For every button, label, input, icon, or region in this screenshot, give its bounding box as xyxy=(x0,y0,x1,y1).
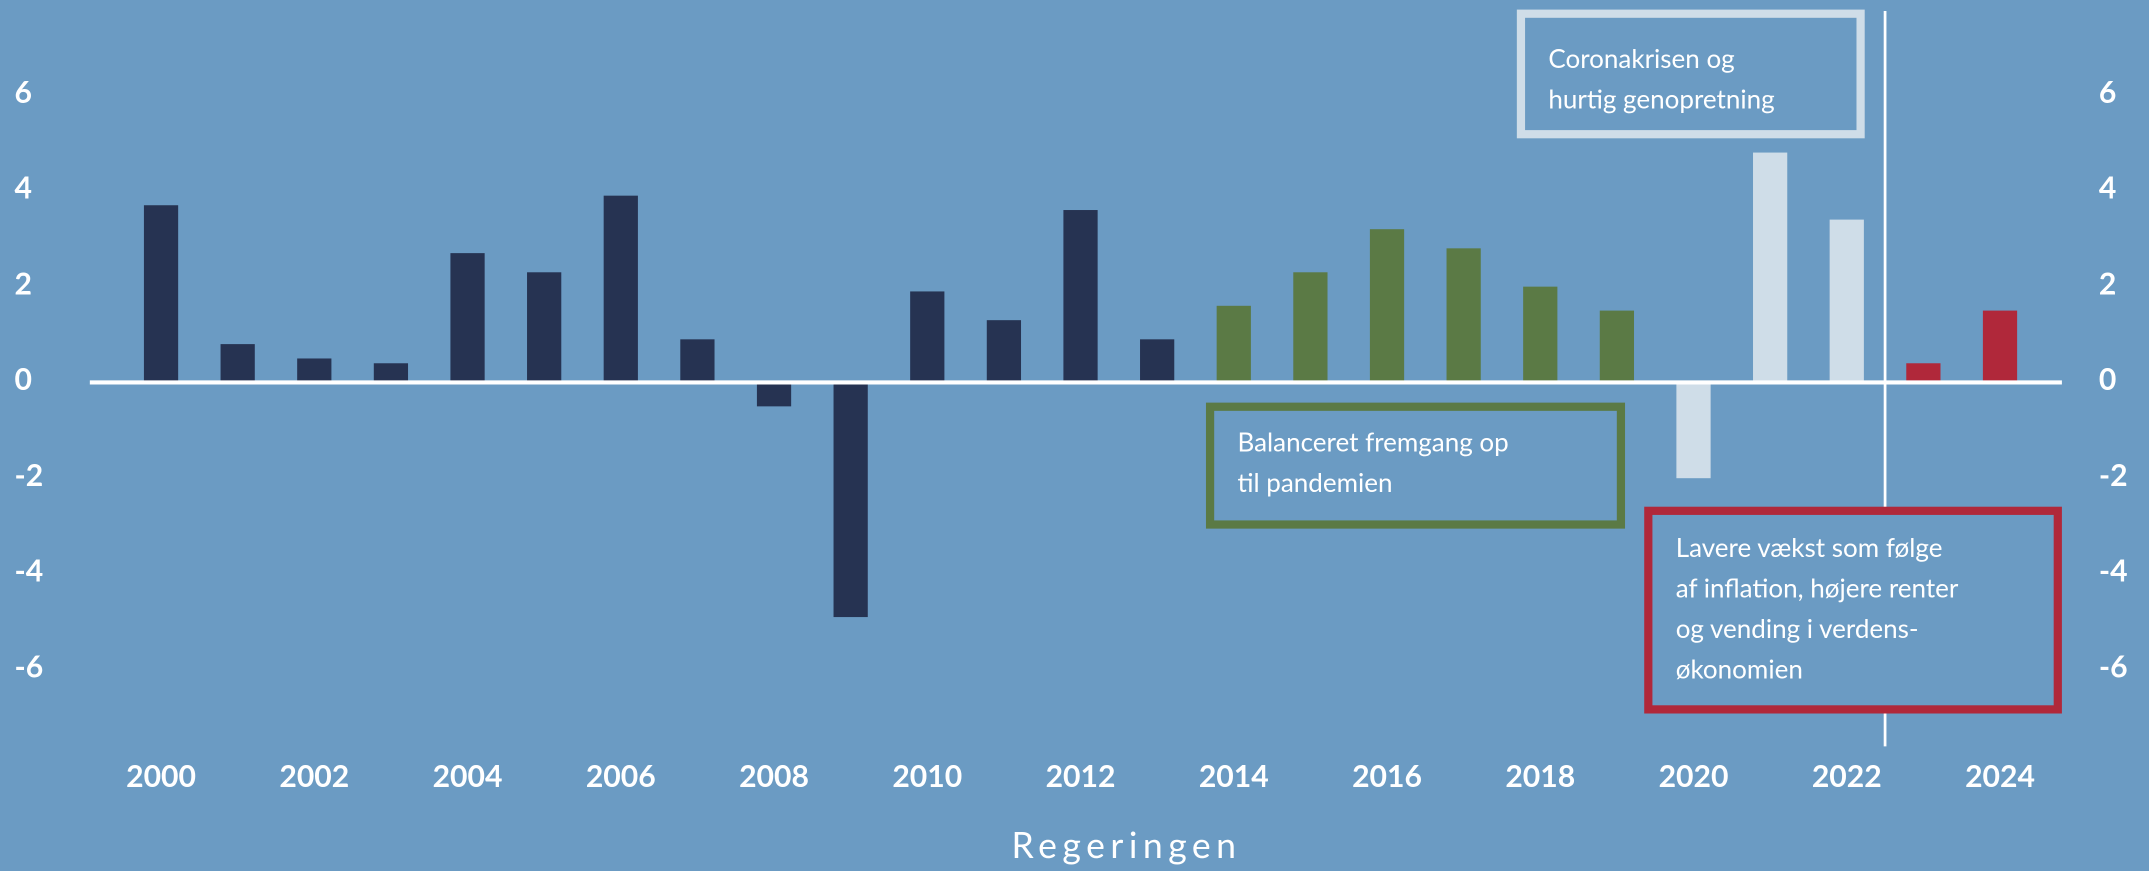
y-tick-label: 0 xyxy=(15,361,32,397)
x-tick-label: 2020 xyxy=(1659,758,1729,794)
y2-tick-label: 2 xyxy=(2099,265,2116,301)
bar xyxy=(1829,219,1864,383)
x-tick-label: 2006 xyxy=(586,758,656,794)
bar xyxy=(450,253,485,383)
y2-tick-label: -2 xyxy=(2099,457,2128,493)
annotation-text: økonomien xyxy=(1676,652,1803,684)
y-tick-label: -2 xyxy=(15,457,44,493)
annotation-box xyxy=(1516,9,1865,139)
x-tick-label: 2000 xyxy=(126,758,196,794)
bar xyxy=(680,339,715,383)
bar xyxy=(986,320,1022,383)
x-tick-label: 2016 xyxy=(1352,758,1422,794)
x-tick-label: 2018 xyxy=(1505,758,1575,794)
bar xyxy=(910,291,945,383)
y2-tick-label: 6 xyxy=(2099,74,2116,110)
bar xyxy=(756,382,792,407)
y2-tick-label: -4 xyxy=(2099,553,2128,589)
x-tick-label: 2010 xyxy=(892,758,962,794)
y2-tick-label: 0 xyxy=(2099,361,2116,397)
annotation-text: og vending i verdens- xyxy=(1676,612,1919,644)
y-tick-label: 6 xyxy=(15,74,32,110)
bar xyxy=(373,363,409,383)
bar xyxy=(1523,286,1558,383)
bar xyxy=(1446,248,1481,383)
y2-tick-label: -6 xyxy=(2099,648,2128,684)
bar xyxy=(1982,310,2018,383)
bar xyxy=(1753,152,1788,383)
bar xyxy=(527,272,562,383)
y2-tick-label: 4 xyxy=(2099,170,2116,206)
bar xyxy=(1293,272,1328,383)
x-tick-label: 2008 xyxy=(739,758,809,794)
annotation-box xyxy=(1205,402,1626,529)
bar xyxy=(220,344,255,383)
annotation-text: Coronakrisen og xyxy=(1548,42,1734,74)
bar xyxy=(1599,310,1635,383)
bar xyxy=(833,382,868,618)
annotation-text: til pandemien xyxy=(1237,466,1392,498)
annotation-box xyxy=(1644,506,2062,714)
bar xyxy=(1063,210,1098,383)
annotation-text: Balanceret fremgang op xyxy=(1237,426,1508,458)
bar xyxy=(297,358,332,383)
y-tick-label: -6 xyxy=(15,648,44,684)
bar xyxy=(1906,363,1941,383)
bar xyxy=(1140,339,1175,383)
annotation-text: Lavere vækst som følge xyxy=(1676,531,1943,563)
x-tick-label: 2004 xyxy=(433,758,503,794)
x-tick-label: 2014 xyxy=(1199,758,1269,794)
bar xyxy=(1369,229,1405,383)
bar xyxy=(1216,305,1251,383)
annotation-text: af inflation, højere renter xyxy=(1676,572,1959,604)
x-tick-label: 2022 xyxy=(1812,758,1882,794)
x-tick-label: 2002 xyxy=(279,758,349,794)
bar xyxy=(1676,382,1711,479)
bar xyxy=(603,195,638,383)
y-tick-label: 4 xyxy=(15,170,32,206)
x-tick-label: 2024 xyxy=(1965,758,2035,794)
x-axis-label: Regeringen xyxy=(1012,823,1242,866)
bar xyxy=(143,205,179,383)
annotation-text: hurtig genopretning xyxy=(1548,83,1774,115)
x-tick-label: 2012 xyxy=(1046,758,1116,794)
y-tick-label: 2 xyxy=(15,265,32,301)
y-tick-label: -4 xyxy=(15,553,44,589)
